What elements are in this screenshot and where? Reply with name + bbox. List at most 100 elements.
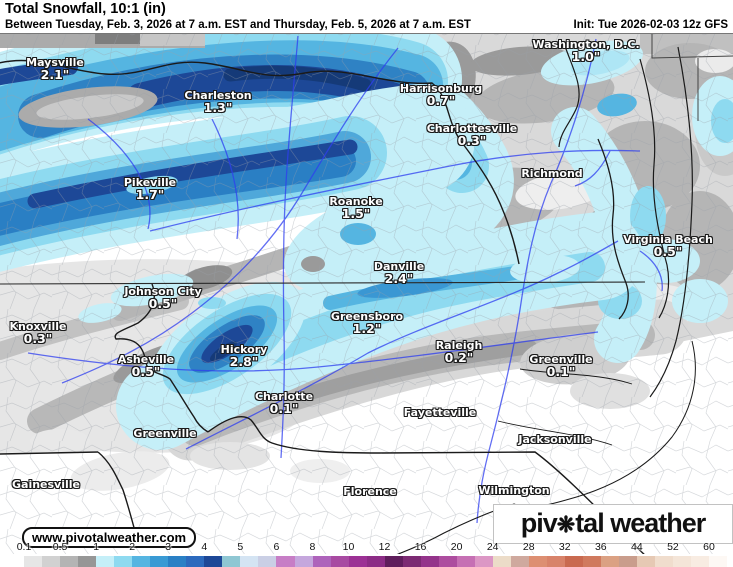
city-label-johnson-city: Johnson City 0.5" <box>124 285 202 311</box>
colorbar-segment <box>601 556 620 567</box>
colorbar-tick: 1 <box>93 541 100 553</box>
colorbar-segment <box>42 556 61 567</box>
city-label-knoxville: Knoxville 0.3" <box>9 320 67 346</box>
colorbar-segment <box>564 556 583 567</box>
city-label-raleigh: Raleigh 0.2" <box>435 339 483 365</box>
colorbar-tick: 3 <box>165 541 172 553</box>
colorbar-segment <box>510 556 529 567</box>
colorbar-segment <box>150 556 169 567</box>
map-valid-period: Between Tuesday, Feb. 3, 2026 at 7 a.m. … <box>5 19 471 31</box>
colorbar-tick: 2 <box>129 541 136 553</box>
colorbar-segment <box>168 556 187 567</box>
colorbar-tick: 10 <box>342 541 355 553</box>
city-label-asheville: Asheville 0.5" <box>117 353 175 379</box>
colorbar-segment <box>114 556 133 567</box>
colorbar-segment <box>330 556 349 567</box>
gear-icon: ❋ <box>556 512 576 537</box>
colorbar-segment <box>546 556 565 567</box>
map-graphic <box>0 34 733 554</box>
city-label-hickory: Hickory 2.8" <box>220 343 268 369</box>
colorbar-segment <box>583 556 602 567</box>
colorbar-segment <box>258 556 277 567</box>
city-label-virginia-beach: Virginia Beach 0.5" <box>623 233 713 259</box>
city-labels-layer: Maysville 2.1" Charleston 1.3" Harrisonburg 0… <box>0 34 733 554</box>
map-title: Total Snowfall, 10:1 (in) <box>5 1 166 17</box>
city-label-jacksonville: Jacksonville <box>518 433 592 446</box>
logo-text-post: tal weather <box>575 508 706 538</box>
colorbar-tick: 6 <box>273 541 280 553</box>
city-label-washington-d-c-: Washington, D.C. 1.0" <box>532 38 640 64</box>
watermark-url: www.pivotalweather.com <box>22 527 197 548</box>
colorbar-segment <box>420 556 439 567</box>
city-label-gainesville: Gainesville <box>11 478 81 491</box>
colorbar-tick: 60 <box>703 541 715 553</box>
colorbar-segment <box>474 556 493 567</box>
colorbar-tick: 20 <box>450 541 463 553</box>
colorbar-segment <box>240 556 259 567</box>
city-label-fayetteville: Fayetteville <box>403 406 477 419</box>
colorbar-segment <box>186 556 205 567</box>
highways-rivers <box>27 35 663 524</box>
colorbar-segment <box>222 556 241 567</box>
colorbar-tick: 24 <box>486 541 499 553</box>
colorbar-tick: 5 <box>237 541 244 553</box>
colorbar-tick: 44 <box>631 541 643 553</box>
colorbar-segment <box>709 556 728 567</box>
city-label-greensboro: Greensboro 1.2" <box>330 310 404 336</box>
colorbar-segment <box>78 556 97 567</box>
colorbar-segment <box>6 556 25 567</box>
model-init-label: Init: Tue 2026-02-03 12z GFS <box>573 19 728 31</box>
city-label-richmond: Richmond <box>521 167 583 180</box>
colorbar-tick: 8 <box>309 541 316 553</box>
colorbar-tick: 16 <box>414 541 427 553</box>
city-label-pikeville: Pikeville 1.7" <box>123 176 177 202</box>
colorbar-segment <box>204 556 223 567</box>
colorbar-tick-labels: 0.1 0.5 1 2 3 4 5 6 8 10 12 16 20 24 28 32 36 44 52 60 <box>0 541 733 553</box>
colorbar-tick: 0.1 <box>16 541 32 553</box>
city-label-harrisonburg: Harrisonburg 0.7" <box>399 82 483 108</box>
colorbar-segment <box>691 556 710 567</box>
city-label-wilmington: Wilmington <box>478 484 550 497</box>
colorbar-strip <box>6 556 728 567</box>
colorbar-segment <box>402 556 421 567</box>
colorbar-segment <box>312 556 331 567</box>
logo-text-pre: piv <box>520 508 558 538</box>
colorbar-tick: 52 <box>667 541 679 553</box>
colorbar-segment <box>637 556 656 567</box>
colorbar-tick: 28 <box>522 541 535 553</box>
colorbar-segment <box>132 556 151 567</box>
colorbar-tick: 12 <box>378 541 391 553</box>
colorbar-segment <box>60 556 79 567</box>
city-label-danville: Danville 2.4" <box>373 260 425 286</box>
colorbar-segment <box>492 556 511 567</box>
city-label-roanoke: Roanoke 1.5" <box>329 195 383 221</box>
forecast-map: Maysville 2.1" Charleston 1.3" Harrisonburg 0… <box>0 33 733 554</box>
colorbar-segment <box>96 556 115 567</box>
city-label-charlotte: Charlotte 0.1" <box>254 390 314 416</box>
colorbar-segment <box>673 556 692 567</box>
colorbar-segment <box>294 556 313 567</box>
colorbar-segment <box>276 556 295 567</box>
colorbar-segment <box>619 556 638 567</box>
colorbar-tick: 32 <box>558 541 571 553</box>
city-label-greenville: Greenville 0.1" <box>529 353 593 379</box>
colorbar-segment <box>438 556 457 567</box>
colorbar-tick: 4 <box>201 541 208 553</box>
city-label-charleston: Charleston 1.3" <box>184 89 252 115</box>
colorbar-segment <box>655 556 674 567</box>
city-label-greenville: Greenville <box>133 427 197 440</box>
pivotal-weather-logo: piv❋tal weather <box>493 504 733 544</box>
colorbar-segment <box>456 556 475 567</box>
colorbar-tick: 36 <box>594 541 607 553</box>
colorbar-tick: 0.5 <box>52 541 68 553</box>
colorbar-segment <box>384 556 403 567</box>
city-label-florence: Florence <box>343 485 397 498</box>
city-label-maysville: Maysville 2.1" <box>26 56 84 82</box>
map-header: Total Snowfall, 10:1 (in) Between Tuesda… <box>0 0 733 33</box>
colorbar-segment <box>348 556 367 567</box>
state-borders-coastlines <box>0 34 733 554</box>
colorbar-segment <box>24 556 43 567</box>
county-lines-texture <box>0 34 733 554</box>
colorbar-segment <box>528 556 547 567</box>
